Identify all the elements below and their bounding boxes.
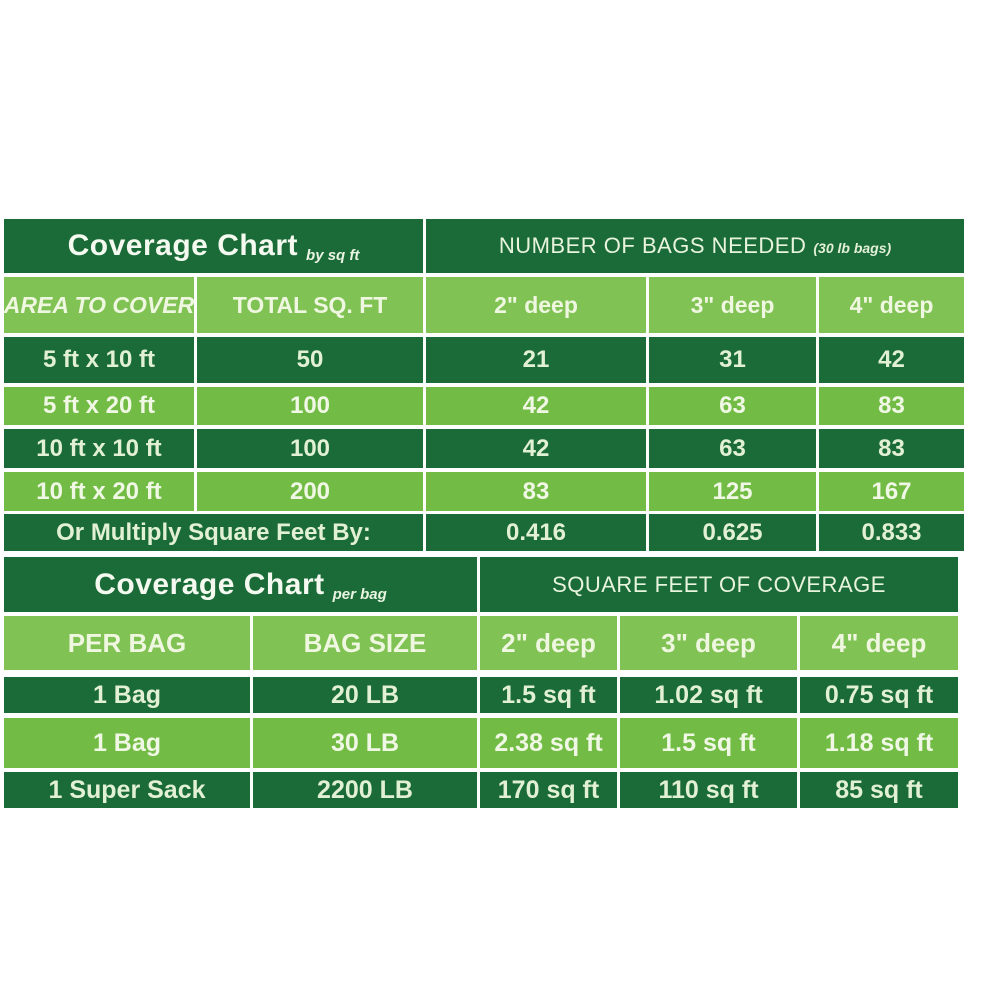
cell-coverage-4in: 0.75 sq ft xyxy=(800,677,958,713)
cell-per-bag: 1 Bag xyxy=(4,718,253,768)
column-header-per-bag: PER BAG xyxy=(4,616,253,670)
cell-total-sqft: 100 xyxy=(197,387,426,425)
table2-title-cell: Coverage Chart per bag xyxy=(4,557,480,612)
column-header-3in-deep: 3" deep xyxy=(620,616,800,670)
table-row: 5 ft x 10 ft 50 21 31 42 xyxy=(4,337,964,383)
cell-coverage-2in: 2.38 sq ft xyxy=(480,718,620,768)
column-header-2in-deep: 2" deep xyxy=(480,616,620,670)
cell-bags-4in: 83 xyxy=(819,387,964,425)
table2-title: Coverage Chart xyxy=(94,567,325,601)
column-header-3in-deep: 3" deep xyxy=(649,277,819,333)
cell-per-bag: 1 Bag xyxy=(4,677,253,713)
cell-bags-2in: 42 xyxy=(426,429,649,468)
table1-title-cell: Coverage Chart by sq ft xyxy=(4,219,426,273)
cell-area: 10 ft x 10 ft xyxy=(4,429,197,468)
table1-title-note: by sq ft xyxy=(306,247,360,264)
cell-total-sqft: 200 xyxy=(197,472,426,511)
table2-title-note: per bag xyxy=(332,586,387,603)
table1-footer-row: Or Multiply Square Feet By: 0.416 0.625 … xyxy=(4,514,964,551)
cell-coverage-4in: 1.18 sq ft xyxy=(800,718,958,768)
multiplier-4in: 0.833 xyxy=(819,514,964,551)
table1-title: Coverage Chart xyxy=(67,229,299,262)
column-header-4in-deep: 4" deep xyxy=(800,616,958,670)
table1-column-header-row: AREA TO COVER TOTAL SQ. FT 2" deep 3" de… xyxy=(4,277,964,333)
cell-area: 10 ft x 20 ft xyxy=(4,472,197,511)
cell-per-bag: 1 Super Sack xyxy=(4,772,253,808)
cell-coverage-2in: 1.5 sq ft xyxy=(480,677,620,713)
cell-bag-size: 30 LB xyxy=(253,718,480,768)
multiplier-label: Or Multiply Square Feet By: xyxy=(4,514,426,551)
cell-bags-4in: 167 xyxy=(819,472,964,511)
table-row: 1 Super Sack 2200 LB 170 sq ft 110 sq ft… xyxy=(4,772,958,808)
cell-area: 5 ft x 20 ft xyxy=(4,387,197,425)
table1-group-header: NUMBER OF BAGS NEEDED xyxy=(498,233,807,258)
cell-total-sqft: 50 xyxy=(197,337,426,383)
cell-area: 5 ft x 10 ft xyxy=(4,337,197,383)
cell-total-sqft: 100 xyxy=(197,429,426,468)
cell-bags-3in: 31 xyxy=(649,337,819,383)
column-header-2in-deep: 2" deep xyxy=(426,277,649,333)
cell-bags-2in: 42 xyxy=(426,387,649,425)
coverage-chart-by-sqft-table: Coverage Chart by sq ft NUMBER OF BAGS N… xyxy=(4,219,964,551)
table2-group-header-cell: SQUARE FEET OF COVERAGE xyxy=(480,557,958,612)
cell-bags-3in: 125 xyxy=(649,472,819,511)
column-header-area-to-cover: AREA TO COVER xyxy=(4,277,197,333)
cell-bag-size: 20 LB xyxy=(253,677,480,713)
column-header-total-sqft: TOTAL SQ. FT xyxy=(197,277,426,333)
cell-bags-3in: 63 xyxy=(649,429,819,468)
table-row: 10 ft x 20 ft 200 83 125 167 xyxy=(4,472,964,511)
table1-header-row: Coverage Chart by sq ft NUMBER OF BAGS N… xyxy=(4,219,964,273)
cell-coverage-3in: 1.02 sq ft xyxy=(620,677,800,713)
cell-bags-3in: 63 xyxy=(649,387,819,425)
cell-bag-size: 2200 LB xyxy=(253,772,480,808)
cell-coverage-2in: 170 sq ft xyxy=(480,772,620,808)
column-header-bag-size: BAG SIZE xyxy=(253,616,480,670)
table-row: 1 Bag 30 LB 2.38 sq ft 1.5 sq ft 1.18 sq… xyxy=(4,718,958,768)
cell-coverage-3in: 110 sq ft xyxy=(620,772,800,808)
table2-header-row: Coverage Chart per bag SQUARE FEET OF CO… xyxy=(4,557,958,612)
cell-bags-4in: 83 xyxy=(819,429,964,468)
cell-bags-2in: 83 xyxy=(426,472,649,511)
cell-coverage-4in: 85 sq ft xyxy=(800,772,958,808)
cell-bags-4in: 42 xyxy=(819,337,964,383)
table-row: 5 ft x 20 ft 100 42 63 83 xyxy=(4,387,964,425)
table1-group-header-note: (30 lb bags) xyxy=(813,240,892,256)
cell-bags-2in: 21 xyxy=(426,337,649,383)
table2-group-header: SQUARE FEET OF COVERAGE xyxy=(552,571,886,597)
column-header-4in-deep: 4" deep xyxy=(819,277,964,333)
coverage-chart-per-bag-table: Coverage Chart per bag SQUARE FEET OF CO… xyxy=(4,557,958,808)
cell-coverage-3in: 1.5 sq ft xyxy=(620,718,800,768)
multiplier-3in: 0.625 xyxy=(649,514,819,551)
table1-group-header-cell: NUMBER OF BAGS NEEDED (30 lb bags) xyxy=(426,219,964,273)
multiplier-2in: 0.416 xyxy=(426,514,649,551)
table2-column-header-row: PER BAG BAG SIZE 2" deep 3" deep 4" deep xyxy=(4,616,958,670)
table-row: 1 Bag 20 LB 1.5 sq ft 1.02 sq ft 0.75 sq… xyxy=(4,677,958,713)
table-row: 10 ft x 10 ft 100 42 63 83 xyxy=(4,429,964,468)
